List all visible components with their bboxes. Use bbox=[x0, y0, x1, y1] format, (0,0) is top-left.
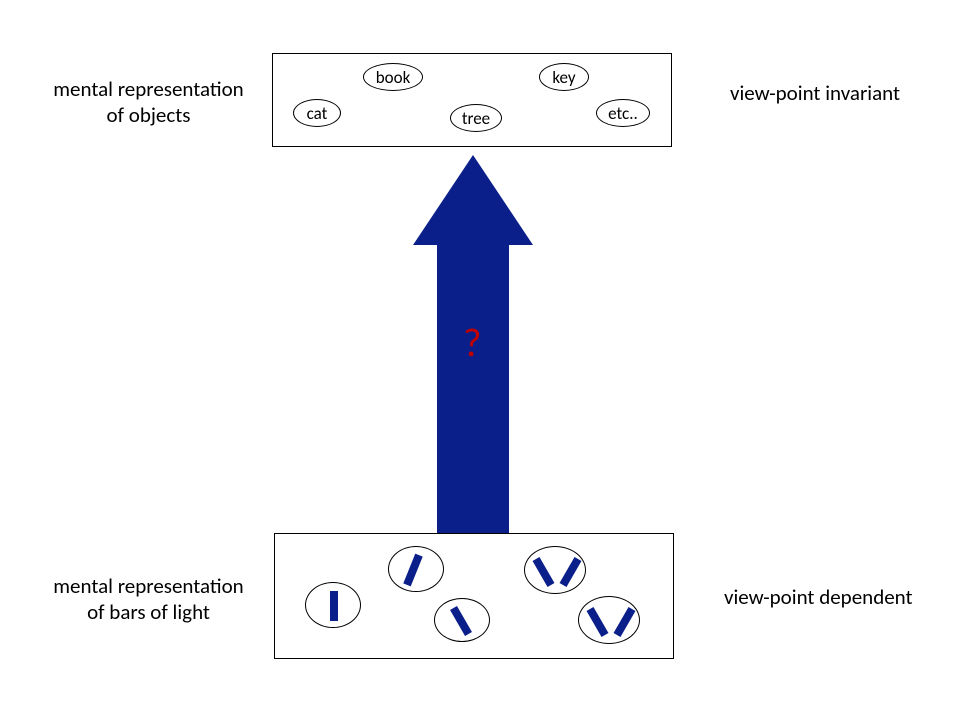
top-left-caption: mental representation of objects bbox=[41, 76, 256, 129]
bar-segment bbox=[533, 557, 555, 587]
caption-line: mental representation bbox=[41, 76, 256, 102]
question-mark-text: ? bbox=[463, 318, 482, 367]
top-right-caption: view-point invariant bbox=[730, 80, 900, 106]
bottom-right-caption: view-point dependent bbox=[724, 584, 913, 610]
bar-oval bbox=[578, 596, 640, 644]
bar-oval bbox=[305, 582, 361, 628]
bar-segment bbox=[403, 554, 422, 587]
caption-line: view-point dependent bbox=[724, 584, 913, 610]
caption-line: of objects bbox=[41, 102, 256, 128]
caption-line: view-point invariant bbox=[730, 80, 900, 106]
concept-label: book bbox=[376, 67, 411, 88]
concept-label: etc.. bbox=[608, 103, 638, 124]
concept-label: tree bbox=[462, 108, 490, 129]
concept-label: cat bbox=[307, 103, 328, 124]
caption-line: mental representation bbox=[41, 573, 256, 599]
bar-segment bbox=[330, 591, 338, 621]
bar-segment bbox=[450, 606, 472, 636]
question-mark: ? bbox=[463, 318, 482, 367]
bar-oval bbox=[434, 598, 490, 642]
bar-segment bbox=[560, 557, 582, 587]
bottom-left-caption: mental representation of bars of light bbox=[41, 573, 256, 626]
bar-segment bbox=[614, 607, 636, 637]
concept-oval-book: book bbox=[363, 63, 423, 91]
concept-oval-etc: etc.. bbox=[596, 99, 650, 127]
concept-label: key bbox=[552, 67, 575, 88]
bar-segment bbox=[587, 607, 609, 637]
bar-oval bbox=[388, 546, 444, 592]
concept-oval-tree: tree bbox=[450, 104, 502, 132]
caption-line: of bars of light bbox=[41, 599, 256, 625]
concept-oval-key: key bbox=[539, 63, 589, 91]
concept-oval-cat: cat bbox=[293, 99, 341, 127]
bar-oval bbox=[524, 546, 586, 594]
